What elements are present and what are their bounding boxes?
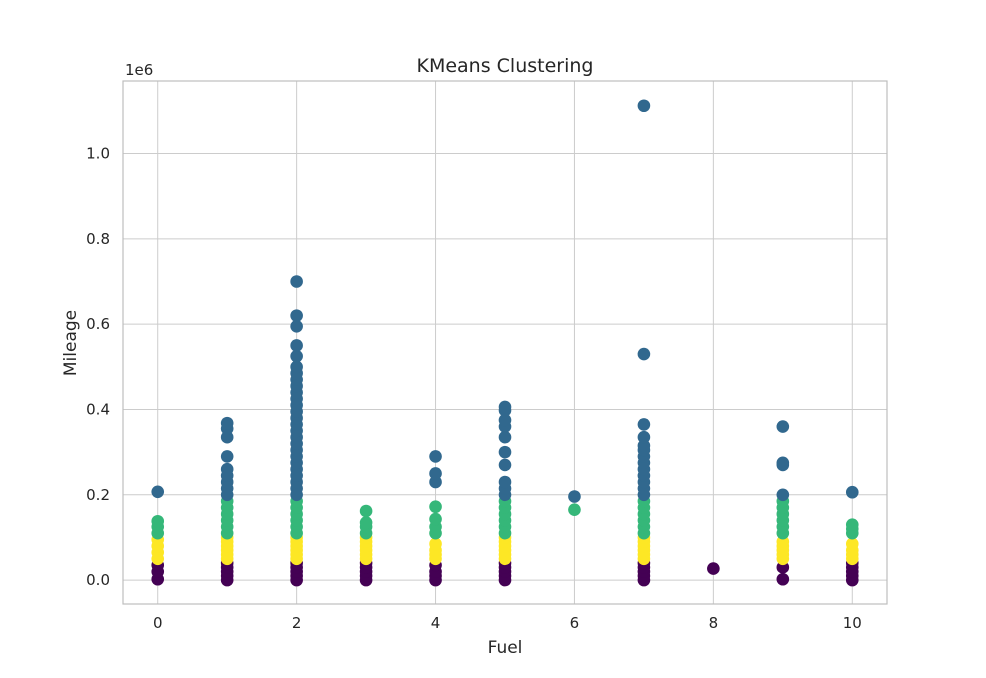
x-tick-label: 6 <box>570 614 580 632</box>
data-point <box>220 450 234 463</box>
y-tick-label: 0.2 <box>86 486 110 504</box>
x-tick-label: 0 <box>153 614 163 632</box>
x-tick-label: 4 <box>431 614 441 632</box>
data-point <box>776 488 790 502</box>
data-point <box>568 490 581 503</box>
x-tick-label: 10 <box>843 614 862 632</box>
y-tick-label: 0.8 <box>86 230 110 248</box>
x-tick-label: 2 <box>292 614 302 632</box>
data-point <box>429 500 442 514</box>
y-tick-label: 0.0 <box>86 571 110 589</box>
data-point <box>429 467 442 480</box>
y-axis-offset-label: 1e6 <box>125 61 153 79</box>
data-point <box>151 514 165 528</box>
data-point <box>845 485 859 499</box>
data-point <box>845 537 859 551</box>
data-point <box>498 458 512 472</box>
data-point <box>498 430 512 444</box>
y-tick-label: 0.4 <box>86 400 110 418</box>
data-point <box>290 349 303 363</box>
y-tick-label: 0.6 <box>86 315 110 333</box>
data-point <box>637 347 651 361</box>
data-point <box>776 572 790 586</box>
data-point <box>776 456 790 470</box>
y-tick-labels: 0.0 0.2 0.4 0.6 0.8 1.0 <box>86 145 110 590</box>
data-point <box>220 462 234 476</box>
data-point <box>845 518 859 531</box>
data-point <box>429 450 442 463</box>
data-point <box>359 504 373 518</box>
data-point <box>498 445 512 459</box>
x-tick-labels: 0 2 4 6 8 10 <box>153 614 862 632</box>
data-points <box>151 99 859 587</box>
data-point <box>429 512 442 526</box>
data-point <box>220 416 234 430</box>
data-point <box>498 413 512 427</box>
data-point <box>290 309 303 322</box>
y-axis-label: Mileage <box>61 310 81 376</box>
data-point <box>707 562 720 575</box>
data-point <box>359 516 373 529</box>
data-point <box>637 430 651 444</box>
chart-title: KMeans Clustering <box>417 55 594 77</box>
data-point <box>498 400 512 414</box>
data-point <box>290 339 303 352</box>
data-point <box>290 319 303 333</box>
data-point <box>429 537 442 551</box>
data-point <box>776 420 790 433</box>
data-point <box>290 360 303 374</box>
data-point <box>151 485 165 499</box>
data-point <box>637 418 651 431</box>
data-point <box>637 99 651 113</box>
y-tick-label: 1.0 <box>86 145 110 163</box>
x-axis-label: Fuel <box>488 638 523 658</box>
data-point <box>568 503 581 517</box>
data-point <box>290 275 303 288</box>
plot-frame <box>122 80 888 605</box>
x-tick-label: 8 <box>709 614 719 632</box>
data-point <box>498 475 512 489</box>
